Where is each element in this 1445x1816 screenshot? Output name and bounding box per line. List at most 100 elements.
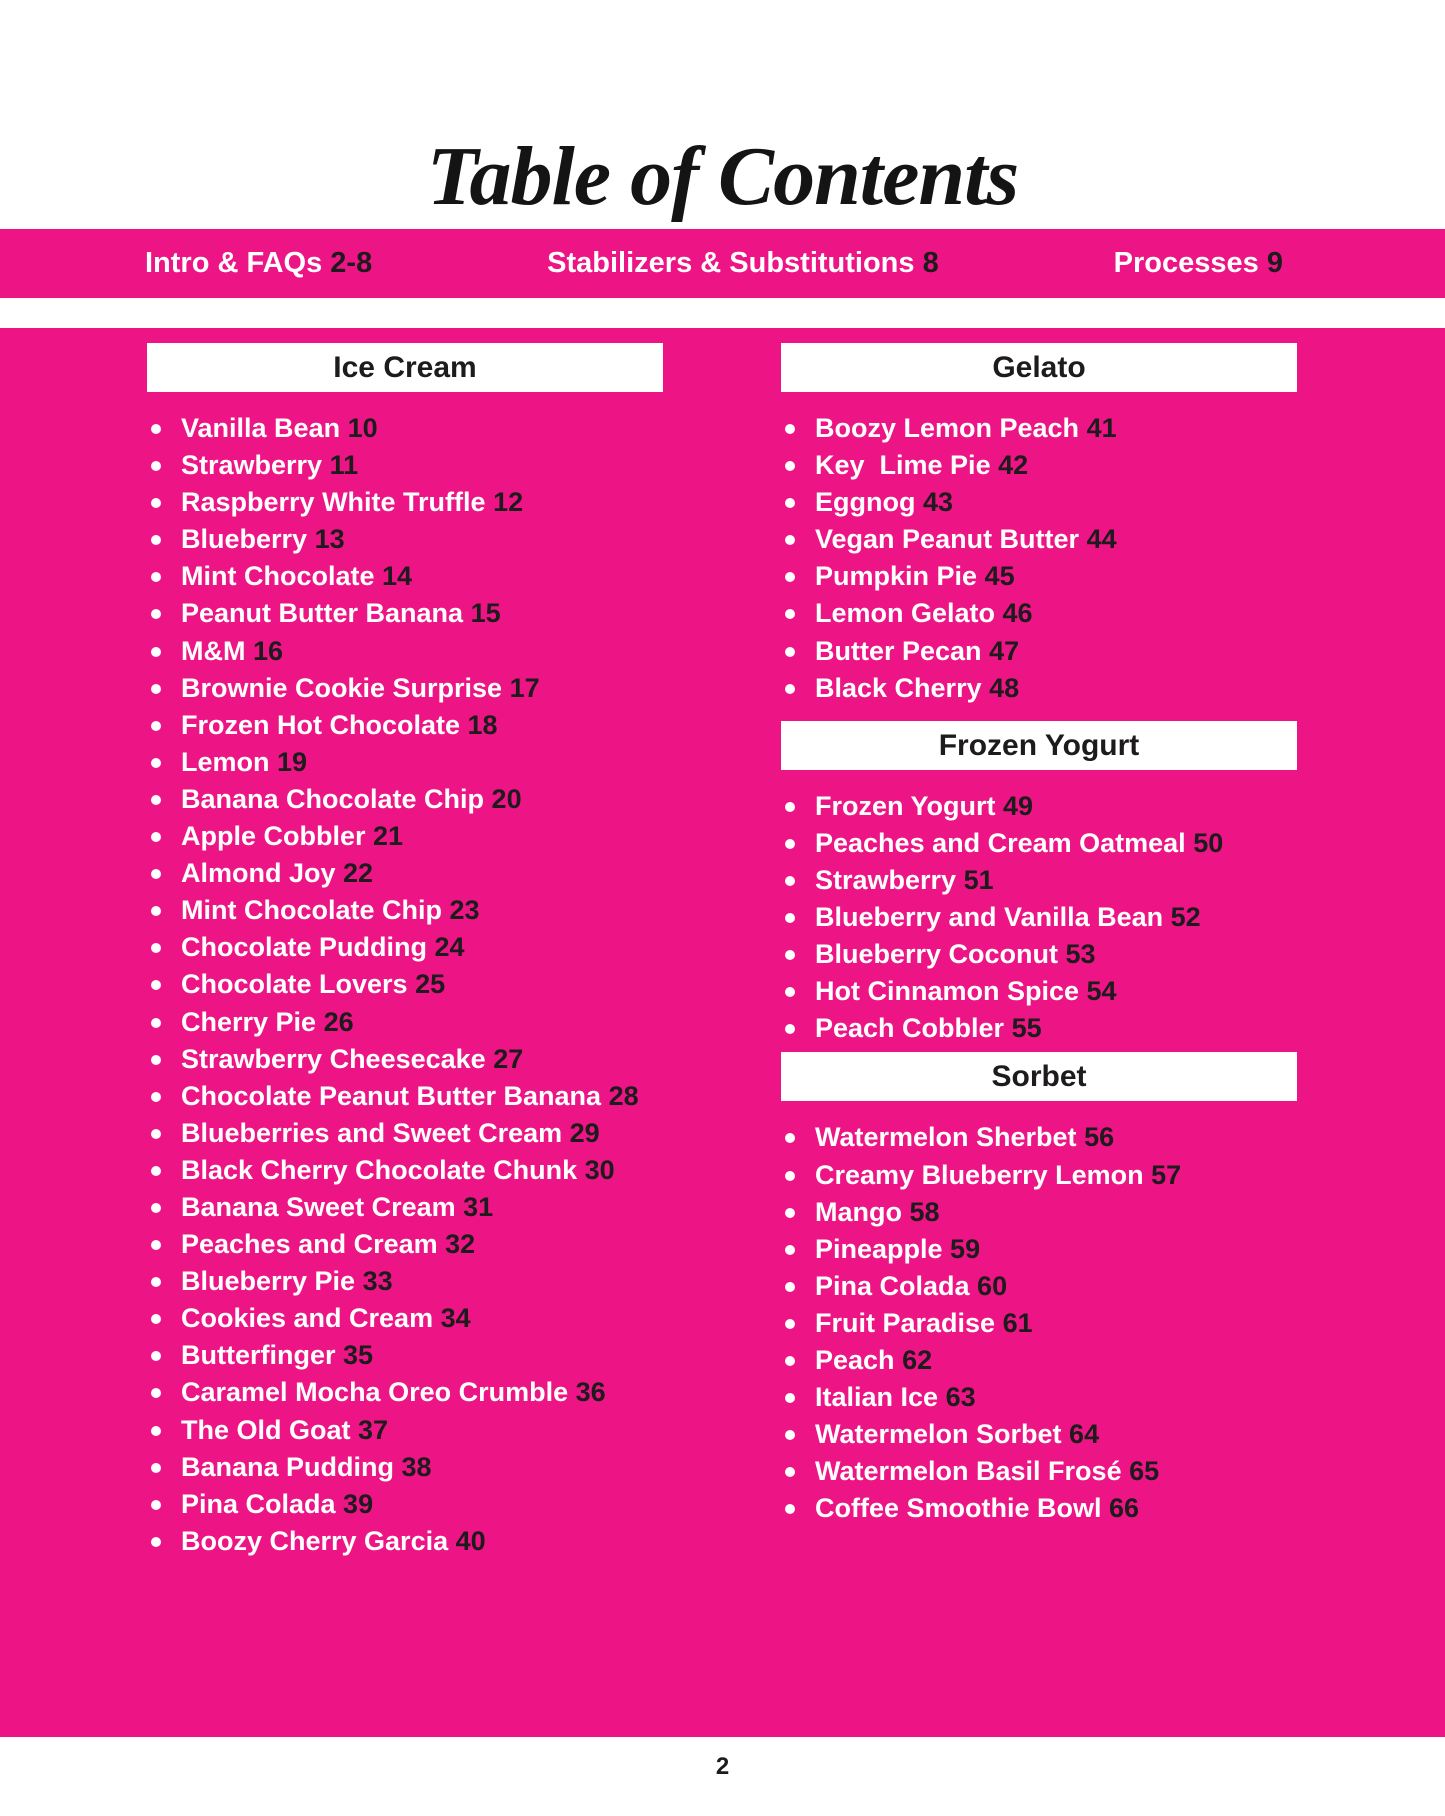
toc-item-page: 59: [942, 1233, 981, 1264]
toc-item-title: Black Cherry: [815, 672, 982, 703]
toc-item-page: 21: [365, 821, 404, 852]
toc-item: Blueberry Pie 33: [147, 1263, 663, 1300]
toc-item: Chocolate Peanut Butter Banana 28: [147, 1078, 663, 1115]
toc-item: Pina Colada 60: [781, 1268, 1297, 1305]
toc-item-title: Peach: [815, 1344, 895, 1375]
toc-item: Raspberry White Truffle 12: [147, 484, 663, 521]
toc-list-ice-cream: Vanilla Bean 10 Strawberry 11 Raspberry Wh…: [147, 410, 663, 1560]
toc-item-page: 26: [316, 1006, 354, 1037]
nav-item-pages: 2-8: [330, 247, 373, 279]
toc-item-page: 66: [1101, 1493, 1140, 1524]
toc-item-page: 48: [981, 672, 1020, 703]
toc-item: Boozy Cherry Garcia 40: [147, 1523, 663, 1560]
toc-navbar: Intro & FAQs 2-8 Stabilizers & Substitut…: [0, 229, 1445, 298]
nav-item-stabilizers: Stabilizers & Substitutions 8: [547, 247, 939, 280]
toc-item-page: 47: [981, 635, 1020, 666]
toc-item-title: Blueberry: [181, 524, 308, 555]
toc-item: Coffee Smoothie Bowl 66: [781, 1490, 1297, 1527]
toc-item-page: 27: [485, 1043, 524, 1074]
toc-item-page: 39: [335, 1488, 374, 1519]
toc-item-title: Peaches and Cream: [181, 1229, 438, 1260]
toc-item-title: Strawberry: [815, 864, 957, 895]
toc-item-title: Apple Cobbler: [181, 821, 366, 852]
toc-item: Peach Cobbler 55: [781, 1010, 1297, 1047]
toc-item: Blueberry 13: [147, 521, 663, 558]
toc-item-title: Watermelon Sherbet: [815, 1122, 1077, 1153]
toc-item: Fruit Paradise 61: [781, 1305, 1297, 1342]
toc-item-page: 58: [902, 1196, 940, 1227]
nav-item-pages: 8: [922, 247, 939, 279]
toc-item: Apple Cobbler 21: [147, 818, 663, 855]
toc-item-page: 57: [1143, 1159, 1182, 1190]
toc-item-title: Frozen Hot Chocolate: [181, 709, 461, 740]
toc-item: Watermelon Basil Frosé 65: [781, 1453, 1297, 1490]
toc-item-page: 11: [322, 450, 359, 481]
toc-item: Pineapple 59: [781, 1231, 1297, 1268]
toc-item-title: Caramel Mocha Oreo Crumble: [181, 1377, 569, 1408]
column-ice-cream: Ice Cream Vanilla Bean 10 Strawberry 11 Ra…: [147, 343, 663, 1560]
toc-item: Pumpkin Pie 45: [781, 558, 1297, 595]
page-footer: 2: [0, 1737, 1445, 1816]
toc-item-title: Mint Chocolate: [181, 561, 375, 592]
toc-item: Mango 58: [781, 1194, 1297, 1231]
toc-item-title: Brownie Cookie Surprise: [181, 672, 503, 703]
toc-item-page: 62: [894, 1344, 933, 1375]
toc-item-title: Mint Chocolate Chip: [181, 895, 442, 926]
toc-item-page: 54: [1079, 976, 1117, 1007]
toc-item: Strawberry 11: [147, 447, 663, 484]
nav-item-intro-faqs: Intro & FAQs 2-8: [145, 247, 372, 280]
toc-item-title: Pineapple: [815, 1233, 943, 1264]
toc-item: Watermelon Sorbet 64: [781, 1416, 1297, 1453]
toc-item-page: 40: [448, 1525, 486, 1556]
toc-item-title: Watermelon Basil Frosé: [815, 1456, 1122, 1487]
toc-item-page: 20: [484, 783, 522, 814]
toc-item: Black Cherry 48: [781, 670, 1297, 707]
toc-item-title: Strawberry Cheesecake: [181, 1043, 486, 1074]
toc-item-title: Cookies and Cream: [181, 1303, 434, 1334]
toc-item-title: Coffee Smoothie Bowl: [815, 1493, 1102, 1524]
toc-item-title: Blueberry and Vanilla Bean: [815, 902, 1164, 933]
toc-item-title: Mango: [815, 1196, 902, 1227]
toc-item-page: 31: [455, 1191, 494, 1222]
toc-item: Cherry Pie 26: [147, 1004, 663, 1041]
toc-item: M&M 16: [147, 633, 663, 670]
toc-item: Pina Colada 39: [147, 1486, 663, 1523]
toc-item: Key Lime Pie 42: [781, 447, 1297, 484]
toc-item: Butter Pecan 47: [781, 633, 1297, 670]
toc-item: Blueberry Coconut 53: [781, 936, 1297, 973]
toc-item-page: 22: [335, 858, 374, 889]
toc-item-page: 19: [269, 746, 308, 777]
toc-item-title: Key Lime Pie: [815, 450, 991, 481]
nav-item-processes: Processes 9: [1114, 247, 1283, 280]
toc-item-title: Chocolate Pudding: [181, 932, 427, 963]
toc-item-page: 23: [441, 895, 480, 926]
toc-item: Peaches and Cream 32: [147, 1226, 663, 1263]
toc-item: Almond Joy 22: [147, 855, 663, 892]
toc-item-page: 42: [990, 450, 1029, 481]
toc-item: Watermelon Sherbet 56: [781, 1119, 1297, 1156]
section-header-gelato: Gelato: [781, 343, 1297, 392]
toc-item-page: 36: [568, 1377, 606, 1408]
toc-item: Vegan Peanut Butter 44: [781, 521, 1297, 558]
toc-item-title: Pina Colada: [181, 1488, 336, 1519]
toc-item-title: Hot Cinnamon Spice: [815, 976, 1080, 1007]
toc-item: The Old Goat 37: [147, 1412, 663, 1449]
toc-item: Creamy Blueberry Lemon 57: [781, 1157, 1297, 1194]
toc-item: Banana Pudding 38: [147, 1449, 663, 1486]
toc-item-page: 55: [1004, 1013, 1042, 1044]
toc-item-page: 12: [485, 487, 524, 518]
toc-item-page: 24: [427, 932, 465, 963]
toc-item: Mint Chocolate Chip 23: [147, 892, 663, 929]
toc-item-title: Fruit Paradise: [815, 1307, 996, 1338]
toc-item-page: 32: [437, 1229, 476, 1260]
toc-item-page: 46: [995, 598, 1033, 629]
toc-item-title: M&M: [181, 635, 246, 666]
section-header-ice-cream: Ice Cream: [147, 343, 663, 392]
toc-item-title: Strawberry: [181, 450, 323, 481]
toc-body: Ice Cream Vanilla Bean 10 Strawberry 11 Ra…: [0, 328, 1445, 1737]
toc-item-page: 49: [995, 790, 1034, 821]
toc-item-title: Creamy Blueberry Lemon: [815, 1159, 1144, 1190]
toc-item-title: Chocolate Peanut Butter Banana: [181, 1080, 602, 1111]
toc-item-page: 34: [433, 1303, 471, 1334]
toc-list-sorbet: Watermelon Sherbet 56 Creamy Blueberry Le…: [781, 1119, 1297, 1527]
